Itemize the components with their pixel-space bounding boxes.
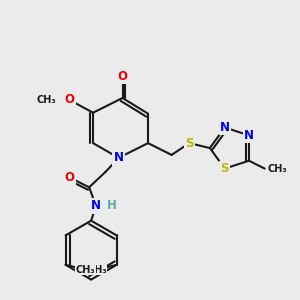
Text: CH₃: CH₃ xyxy=(268,164,287,174)
Text: CH₃: CH₃ xyxy=(75,265,95,275)
Text: O: O xyxy=(64,171,74,184)
Text: O: O xyxy=(64,93,74,106)
Text: CH₃: CH₃ xyxy=(36,95,56,105)
Text: N: N xyxy=(114,152,124,164)
Text: S: S xyxy=(185,136,194,150)
Text: CH₃: CH₃ xyxy=(87,265,107,275)
Text: S: S xyxy=(220,162,229,175)
Text: N: N xyxy=(91,200,101,212)
Text: H: H xyxy=(107,200,117,212)
Text: N: N xyxy=(244,129,254,142)
Text: O: O xyxy=(118,70,128,83)
Text: methoxy: methoxy xyxy=(67,99,73,100)
Text: N: N xyxy=(220,121,230,134)
